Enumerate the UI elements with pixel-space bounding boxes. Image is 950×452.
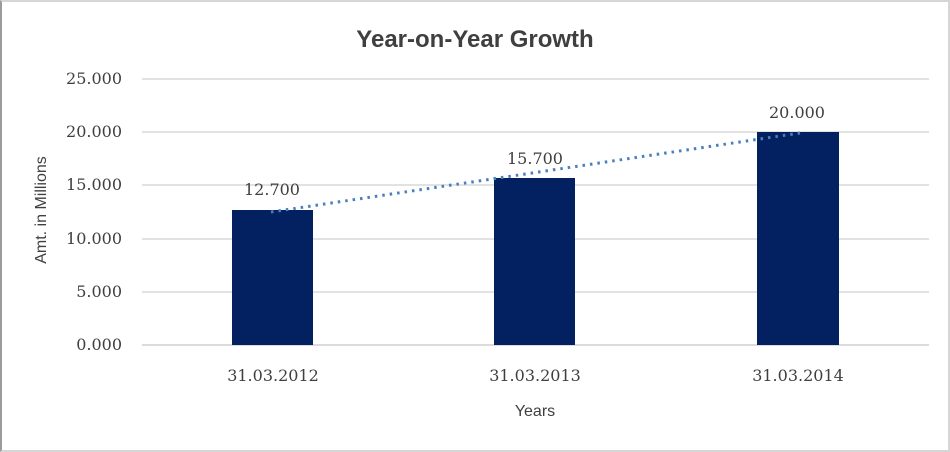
bar-31-03-2013	[494, 178, 575, 345]
x-tick-label-2013: 31.03.2013	[489, 366, 581, 385]
bar-series	[232, 132, 839, 345]
x-axis-title: Years	[514, 403, 556, 420]
y-tick-label: 20.000	[66, 122, 122, 141]
x-tick-label-2014: 31.03.2014	[752, 366, 844, 385]
y-tick-label: 15.000	[66, 175, 122, 194]
y-axis-title: Amt. in Millions	[33, 156, 50, 264]
chart-title: Year-on-Year Growth	[356, 26, 594, 53]
y-tick-label: 25.000	[66, 69, 122, 88]
bar-31-03-2014	[757, 132, 839, 345]
x-tick-label-2012: 31.03.2012	[227, 366, 319, 385]
data-label-2013: 15.700	[507, 149, 563, 168]
y-tick-label: 0.000	[76, 335, 122, 354]
bar-31-03-2012	[232, 210, 313, 345]
y-tick-label: 5.000	[76, 282, 122, 301]
data-label-2014: 20.000	[769, 103, 825, 122]
y-tick-label: 10.000	[66, 229, 122, 248]
data-label-2012: 12.700	[244, 180, 300, 199]
